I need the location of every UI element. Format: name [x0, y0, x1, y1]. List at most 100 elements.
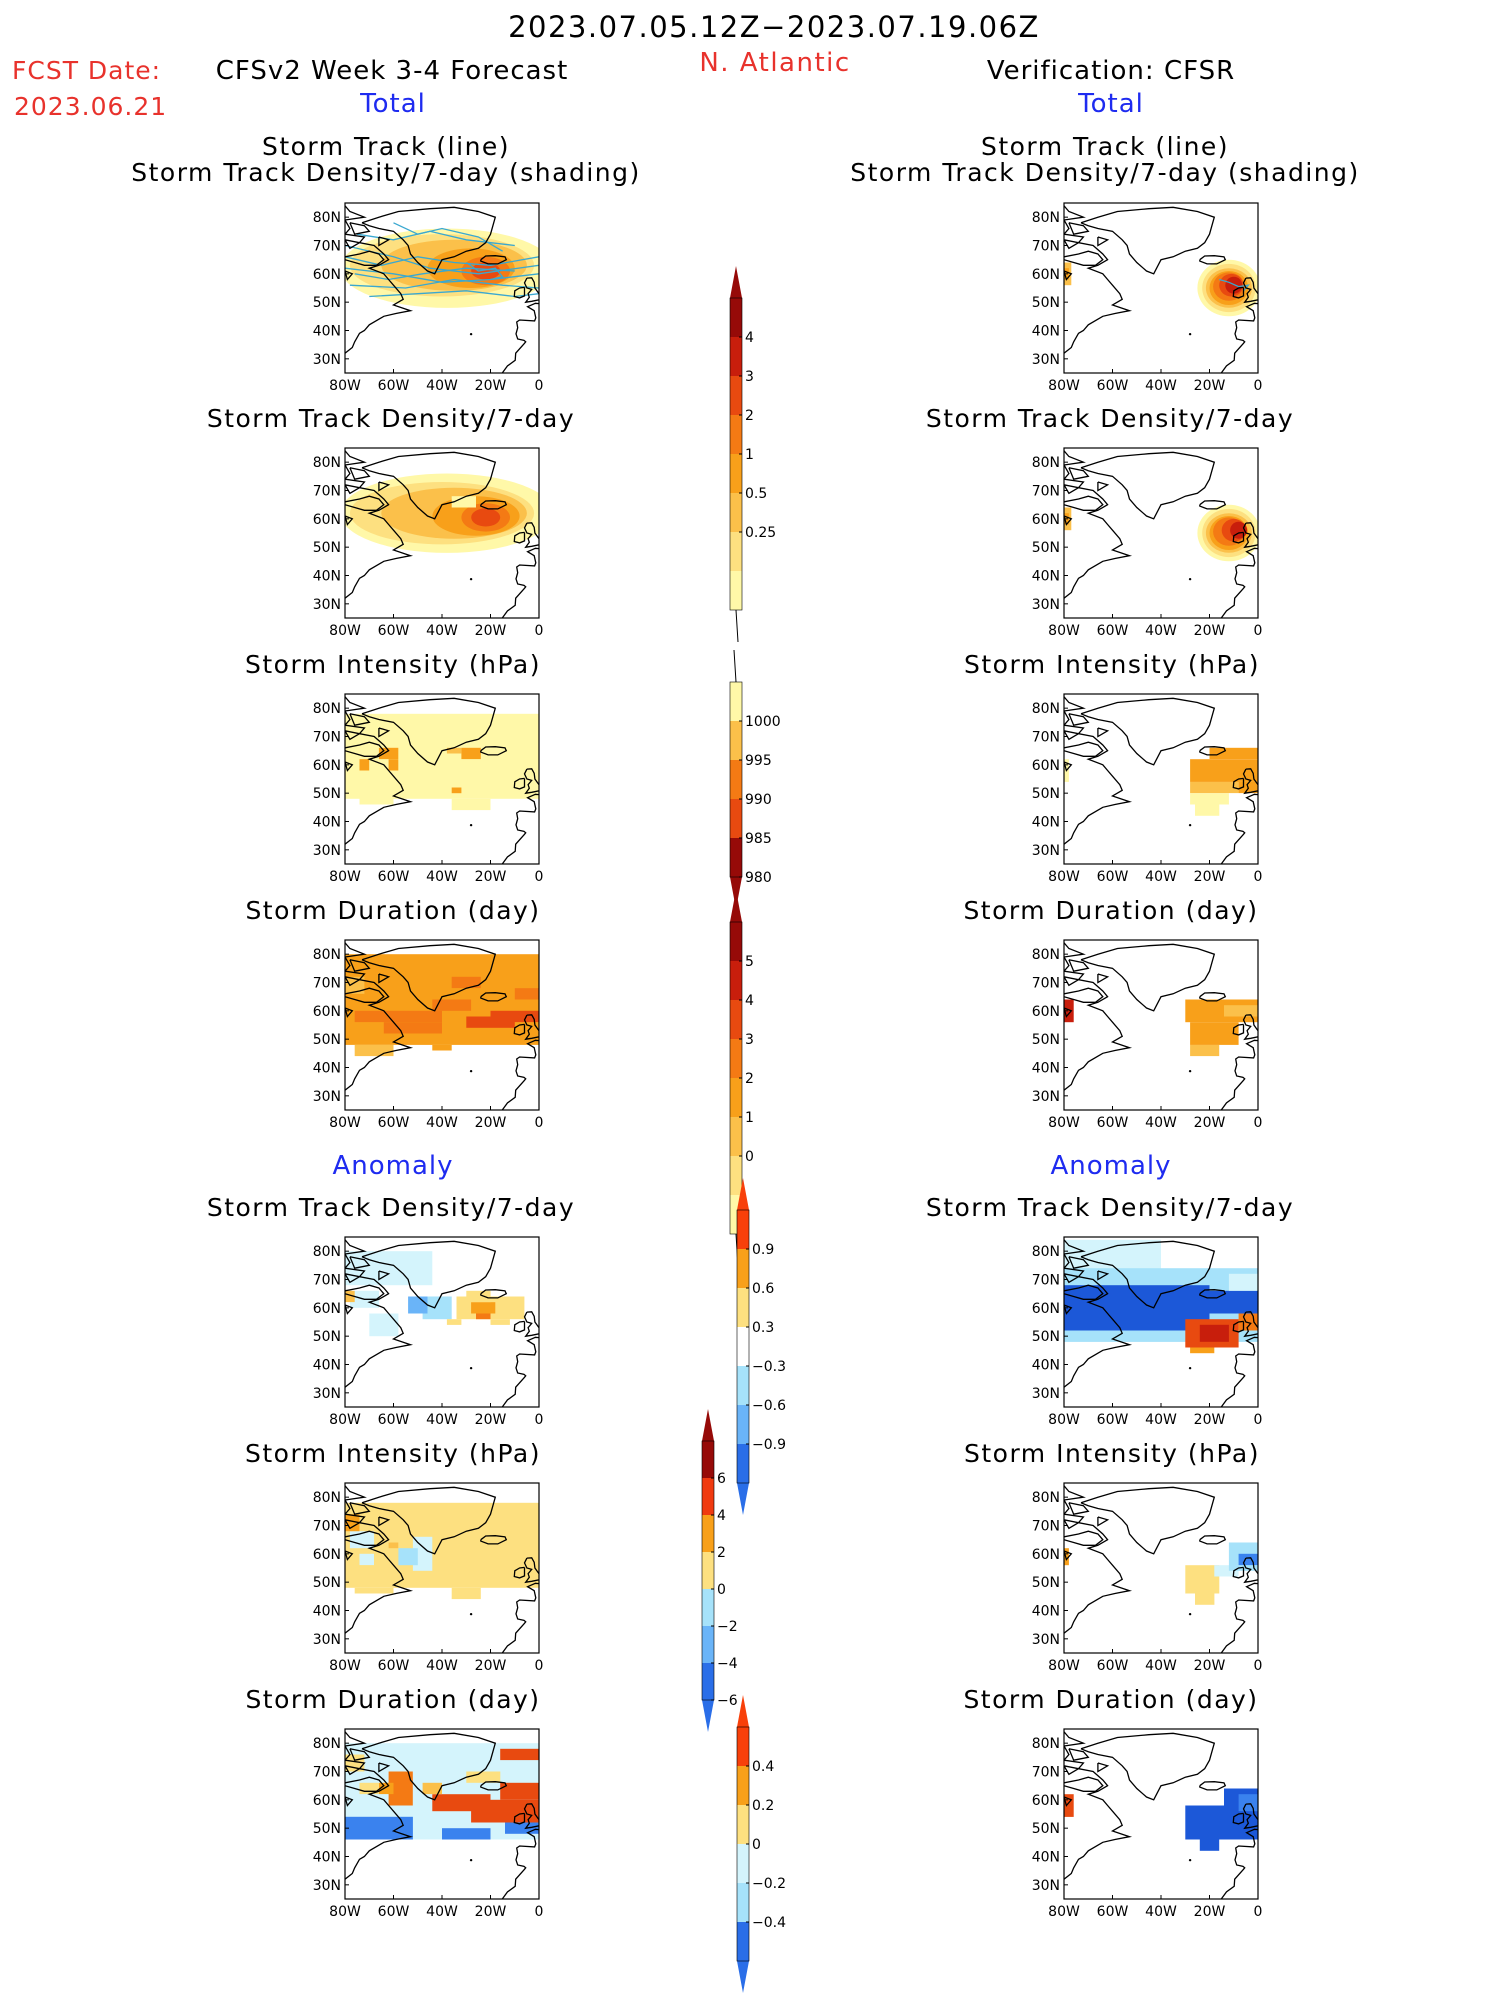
colorbar-label: 0.5 — [745, 486, 767, 502]
coastline — [523, 1311, 539, 1338]
coastline — [345, 1550, 354, 1561]
coastline — [513, 286, 526, 299]
lat-tick-label: 80N — [1032, 1490, 1060, 1506]
lat-tick-label: 30N — [313, 597, 341, 613]
coastline — [513, 1566, 526, 1579]
panel-title-duration-anom-left: Storm Duration (day) — [245, 1685, 541, 1714]
coastline — [1064, 1485, 1133, 1634]
lat-tick-label: 80N — [1032, 455, 1060, 471]
shading-cell — [345, 1816, 413, 1840]
colorbar-segment — [730, 799, 742, 838]
coastline — [523, 1803, 539, 1830]
colorbar-segment — [702, 1478, 714, 1515]
colorbar-label: 2 — [717, 1545, 726, 1561]
lat-tick-label: 80N — [1032, 701, 1060, 717]
coastline — [513, 1023, 526, 1036]
lon-tick-label: 40W — [1145, 1658, 1177, 1674]
lat-tick-label: 30N — [313, 1386, 341, 1402]
shading-cell — [1190, 1347, 1215, 1354]
panel-title-duration-left: Storm Duration (day) — [245, 896, 541, 925]
shading-cell — [1064, 999, 1074, 1023]
lon-tick-label: 80W — [1048, 1412, 1080, 1428]
colorbar-segment — [702, 1441, 714, 1478]
map-svg: 80N 70N 60N 50N 40N 30N 80W 60W 40W 20W 0 — [313, 1728, 543, 1920]
lat-tick-label: 50N — [313, 1329, 341, 1345]
section-total-right: Total — [1078, 89, 1144, 119]
coastline — [501, 547, 539, 618]
map-svg: 80N 70N 60N 50N 40N 30N 80W 60W 40W 20W 0 — [313, 939, 543, 1131]
colorbar-label: 2 — [745, 408, 754, 424]
shading-cell — [451, 976, 481, 989]
coastline — [523, 1557, 539, 1584]
shading-cell — [451, 787, 462, 794]
colorbar-svg: 6 4 2 0 −2 −4 −6 — [701, 1409, 738, 1732]
coastline — [1068, 713, 1090, 726]
coastline — [378, 481, 391, 492]
map-intensity-forecast: 80N 70N 60N 50N 40N 30N 80W 60W 40W 20W 0 — [297, 690, 545, 894]
coastline — [345, 761, 354, 772]
colorbar-intensity-anomaly: 6 4 2 0 −2 −4 −6 — [700, 1409, 780, 1742]
shading-cell — [432, 1044, 452, 1051]
colorbar-label: 3 — [745, 1032, 754, 1048]
lat-tick-label: 70N — [1032, 730, 1060, 746]
coastline — [1064, 1550, 1073, 1561]
shading-cell — [359, 1553, 374, 1566]
coastline — [1068, 1748, 1090, 1761]
colorbar-segment — [730, 1117, 742, 1156]
coastline — [349, 713, 371, 726]
shading-contour — [1230, 521, 1248, 539]
lon-tick-label: 20W — [475, 1658, 507, 1674]
lon-tick-label: 20W — [475, 623, 507, 639]
coastline — [345, 515, 354, 526]
colorbar-label: 0.4 — [752, 1759, 774, 1775]
coastline — [1064, 450, 1133, 599]
coastline — [345, 1776, 385, 1792]
coastline — [1064, 1007, 1073, 1018]
lon-tick-label: 0 — [535, 1412, 544, 1428]
coastline — [480, 1535, 508, 1545]
coastline — [480, 255, 508, 265]
colorbar-label: 0.25 — [745, 525, 776, 541]
title-line-1: Storm Track (line) — [261, 132, 511, 161]
coastline — [345, 987, 385, 1003]
colorbar-label: −0.4 — [752, 1915, 786, 1931]
lon-tick-label: 0 — [1254, 1412, 1263, 1428]
lat-tick-label: 80N — [313, 1244, 341, 1260]
coastline — [345, 1284, 385, 1300]
lon-tick-label: 60W — [1097, 1412, 1129, 1428]
lat-tick-label: 30N — [313, 1089, 341, 1105]
shading-cell — [1161, 1290, 1258, 1314]
colorbar-label: 0.6 — [752, 1281, 774, 1297]
coastline — [480, 500, 508, 510]
colorbar-label: −0.3 — [752, 1359, 786, 1375]
colorbar-arrow — [737, 1695, 749, 1727]
lat-tick-label: 50N — [313, 1821, 341, 1837]
lon-tick-label: 20W — [1194, 1115, 1226, 1131]
coastline — [1097, 727, 1110, 738]
lat-tick-label: 80N — [313, 1490, 341, 1506]
coastline — [1242, 1557, 1258, 1584]
colorbar-label: 980 — [745, 870, 772, 886]
colorbar-label: 1000 — [745, 714, 781, 730]
lat-tick-label: 30N — [1032, 1878, 1060, 1894]
shading-cell — [451, 798, 491, 811]
map-track-forecast: 80N 70N 60N 50N 40N 30N 80W 60W 40W 20W 0 — [297, 199, 545, 403]
shading-cell — [451, 1587, 481, 1600]
coastline — [345, 1530, 385, 1546]
lon-tick-label: 80W — [329, 1658, 361, 1674]
colorbar-arrow — [730, 266, 742, 298]
storm-track-line — [354, 267, 515, 281]
map-intensity-verification: 80N 70N 60N 50N 40N 30N 80W 60W 40W 20W 0 — [1016, 690, 1264, 894]
colorbar-arrow — [737, 1178, 749, 1210]
fcst-date-label: FCST Date: — [12, 56, 162, 85]
coastline — [361, 1240, 497, 1309]
lon-tick-label: 80W — [329, 623, 361, 639]
lat-tick-label: 40N — [313, 1358, 341, 1374]
coastline — [1232, 1566, 1245, 1579]
verification-title: Verification: CFSR — [986, 56, 1236, 86]
coastline — [1080, 1240, 1216, 1309]
shading-cell — [345, 1251, 433, 1286]
coastline — [1064, 696, 1133, 845]
colorbar-label: 0.9 — [752, 1242, 774, 1258]
coastline — [1064, 270, 1073, 281]
